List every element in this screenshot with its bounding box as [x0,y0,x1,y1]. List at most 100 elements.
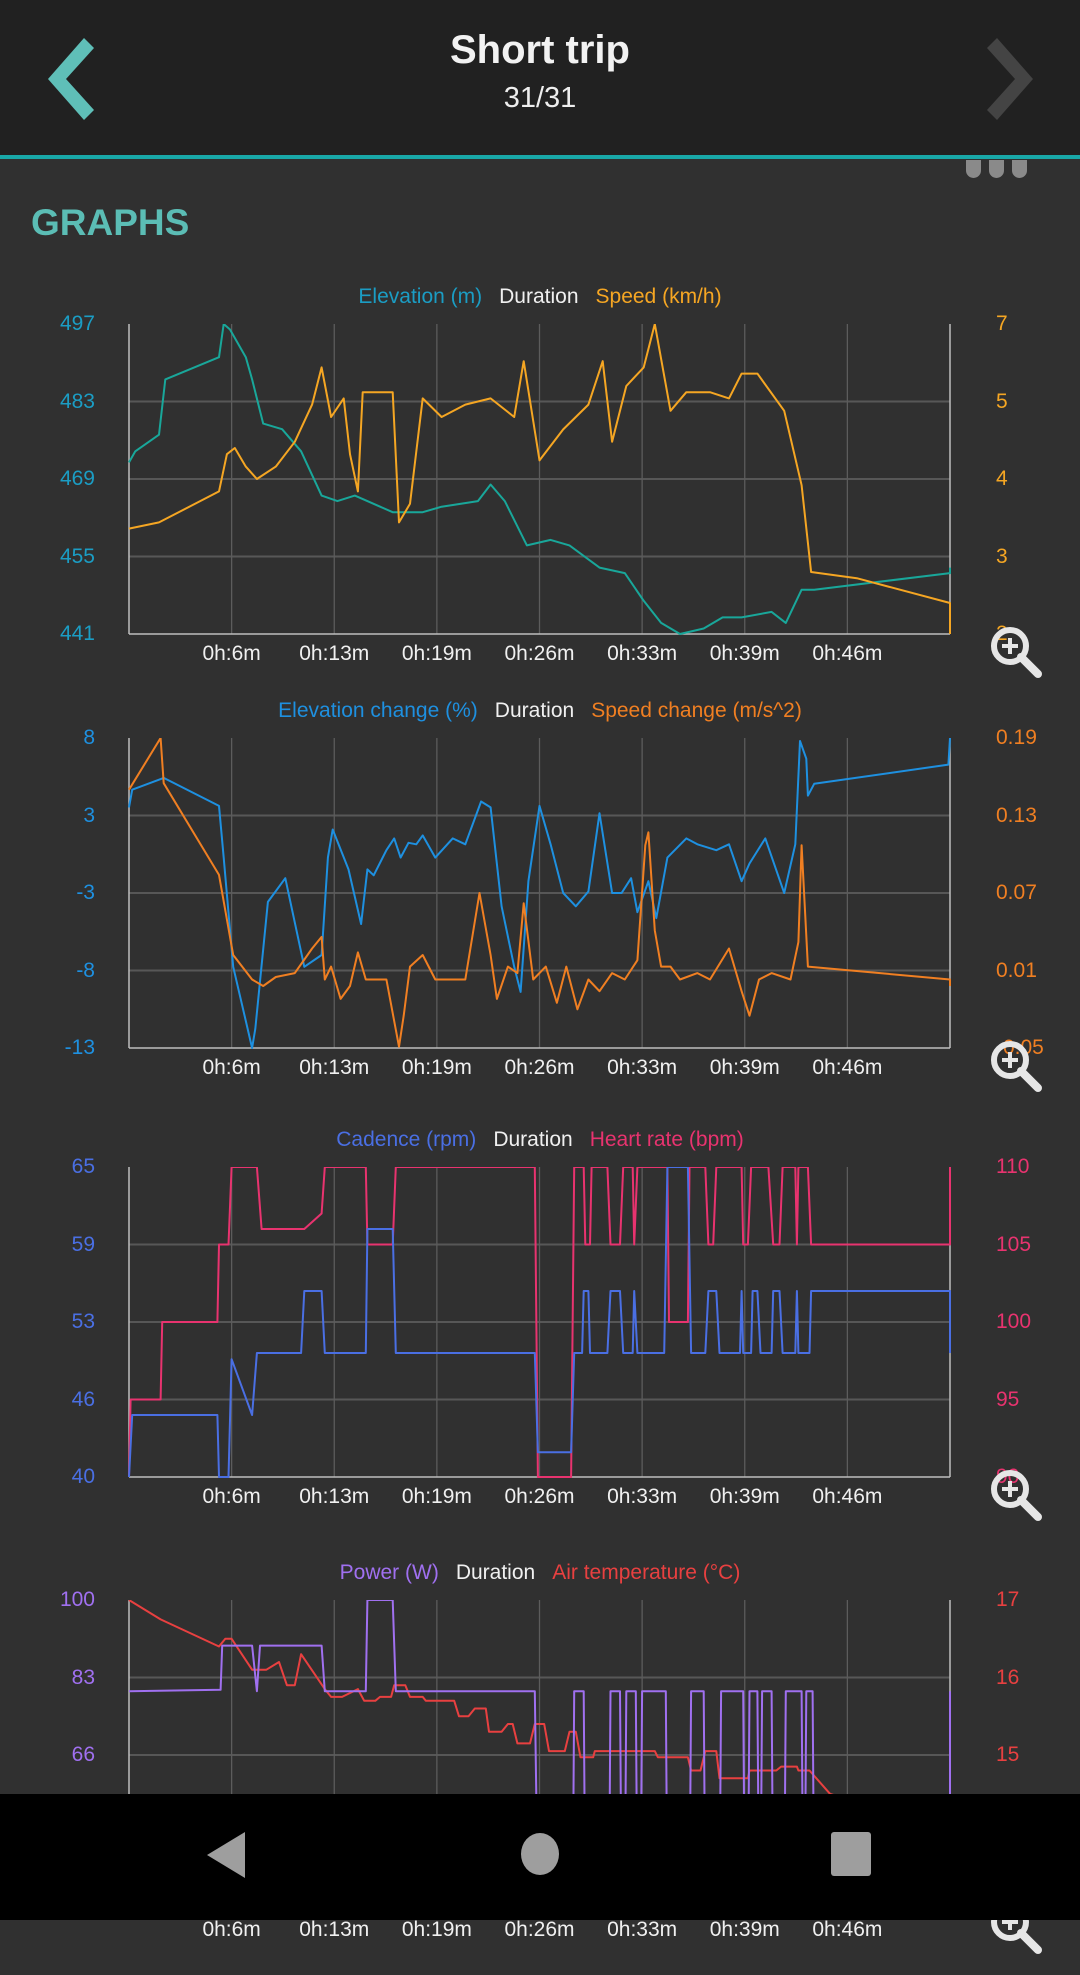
right-axis-tick-label: 16 [996,1665,1020,1689]
x-tick-label: 0h:39m [709,1918,780,1941]
x-tick-label: 0h:26m [504,642,575,665]
right-axis-tick-label: 7 [996,312,1008,335]
x-tick-label: 0h:6m [202,1918,261,1941]
series-line-cadence-rpm [128,1167,951,1478]
x-tick-label: 0h:19m [401,1056,472,1079]
overflow-menu-button[interactable] [966,160,1027,180]
left-axis-tick-label: 483 [59,389,95,413]
legend-item: Elevation (m) [358,285,483,308]
right-axis-tick-label: 0.07 [996,881,1037,904]
x-tick-label: 0h:19m [401,1918,472,1941]
zoom-in-icon [991,1041,1042,1092]
left-axis-tick-label: 469 [59,467,95,490]
x-tick-label: 0h:13m [299,1056,370,1079]
chart-legend: Elevation (m) Duration Speed (km/h) [0,279,1080,315]
zoom-in-button[interactable] [988,1467,1044,1523]
previous-trip-button[interactable] [36,38,96,120]
header-divider [0,155,1080,159]
next-trip-button[interactable] [985,38,1045,120]
left-axis-tick-label: 66 [71,1743,95,1766]
app-header: Short trip 31/31 [0,0,1080,155]
right-axis-tick-label: 4 [996,467,1008,490]
home-circle-icon[interactable] [520,1831,560,1877]
left-axis-tick-label: 65 [71,1155,95,1178]
right-axis-tick-label: 95 [996,1387,1020,1411]
x-tick-label: 0h:46m [812,642,883,665]
right-axis-tick-label: 0.19 [996,726,1037,749]
elevation-speed-chart: Elevation (m) Duration Speed (km/h) 0h:6m 0h… [0,279,1080,699]
right-axis-tick-label: 110 [996,1155,1030,1178]
chevron-right-icon [987,38,1033,120]
right-axis-tick-label: 0.13 [996,803,1037,827]
right-axis-tick-label: 105 [996,1232,1032,1256]
x-tick-label: 0h:39m [709,1056,780,1079]
x-tick-label: 0h:6m [202,642,261,665]
left-axis-tick-label: 455 [59,544,95,568]
legend-item: Speed (km/h) [595,285,722,308]
right-axis-tick-label: 3 [996,544,1008,568]
trip-title: Short trip [450,28,630,72]
x-tick-label: 0h:13m [299,642,370,665]
left-axis-tick-label: 83 [71,1665,95,1689]
x-tick-label: 0h:6m [202,1485,261,1508]
chevron-left-icon [48,38,94,120]
x-tick-label: 0h:26m [504,1918,575,1941]
x-tick-label: 0h:6m [202,1056,261,1079]
left-axis-tick-label: -3 [76,881,95,904]
legend-item: Heart rate (bpm) [589,1128,744,1151]
zoom-in-button[interactable] [988,1038,1044,1094]
zoom-in-icon [991,1470,1042,1521]
legend-item: Power (W) [339,1561,439,1584]
x-tick-label: 0h:13m [299,1918,370,1941]
left-axis-tick-label: 46 [71,1387,95,1411]
dot-icon [966,160,981,178]
x-tick-label: 0h:39m [709,642,780,665]
system-navigation-bar [0,1794,1080,1920]
left-axis-tick-label: -8 [76,958,95,982]
x-tick-label: 0h:46m [812,1918,883,1941]
cadence-heart-rate-chart: Cadence (rpm) Duration Heart rate (bpm) 0h:… [0,1122,1080,1542]
left-axis-tick-label: 441 [59,622,95,645]
elevation-change-speed-change-chart: Elevation change (%) Duration Speed change… [0,693,1080,1113]
right-axis-tick-label: 17 [996,1588,1020,1611]
x-tick-label: 0h:19m [401,642,472,665]
dot-icon [1012,160,1027,178]
series-line-air-temperature-c [128,1600,951,1834]
series-line-speed-km-h [128,324,951,634]
x-tick-label: 0h:13m [299,1485,370,1508]
x-tick-label: 0h:19m [401,1485,472,1508]
zoom-in-button[interactable] [988,624,1044,680]
legend-item: Cadence (rpm) [336,1128,477,1151]
legend-item: Speed change (m/s^2) [591,699,802,722]
recents-square-icon[interactable] [830,1831,872,1877]
trip-counter: 31/31 [503,82,577,114]
legend-item: Duration [494,699,575,722]
legend-item: Elevation change (%) [278,699,478,722]
dot-icon [989,160,1004,178]
right-axis-tick-label: 15 [996,1743,1020,1766]
zoom-in-icon [991,627,1042,678]
x-tick-label: 0h:46m [812,1485,883,1508]
x-tick-label: 0h:39m [709,1485,780,1508]
left-axis-tick-label: 59 [71,1232,95,1256]
right-axis-tick-label: 5 [996,389,1008,413]
legend-item: Air temperature (°C) [552,1561,741,1584]
right-axis-tick-label: 100 [996,1310,1032,1333]
legend-item: Duration [493,1128,573,1151]
series-line-elevation-m [128,324,951,635]
plot-area [128,324,951,635]
plot-area [128,738,951,1049]
x-tick-label: 0h:33m [607,1056,678,1079]
left-axis-tick-label: -13 [64,1036,95,1059]
left-axis-tick-label: 100 [59,1588,95,1611]
back-triangle-icon[interactable] [205,1830,247,1880]
chart-legend: Cadence (rpm) Duration Heart rate (bpm) [0,1122,1080,1158]
chart-legend: Power (W) Duration Air temperature (°C) [0,1555,1080,1591]
left-axis-tick-label: 40 [71,1465,95,1488]
left-axis-tick-label: 8 [83,726,95,749]
series-line-elevation-change [128,738,951,1049]
left-axis-tick-label: 3 [83,803,95,827]
x-tick-label: 0h:33m [607,1485,678,1508]
series-line-speed-change-m-s [128,738,951,1048]
x-tick-label: 0h:33m [607,1918,678,1941]
